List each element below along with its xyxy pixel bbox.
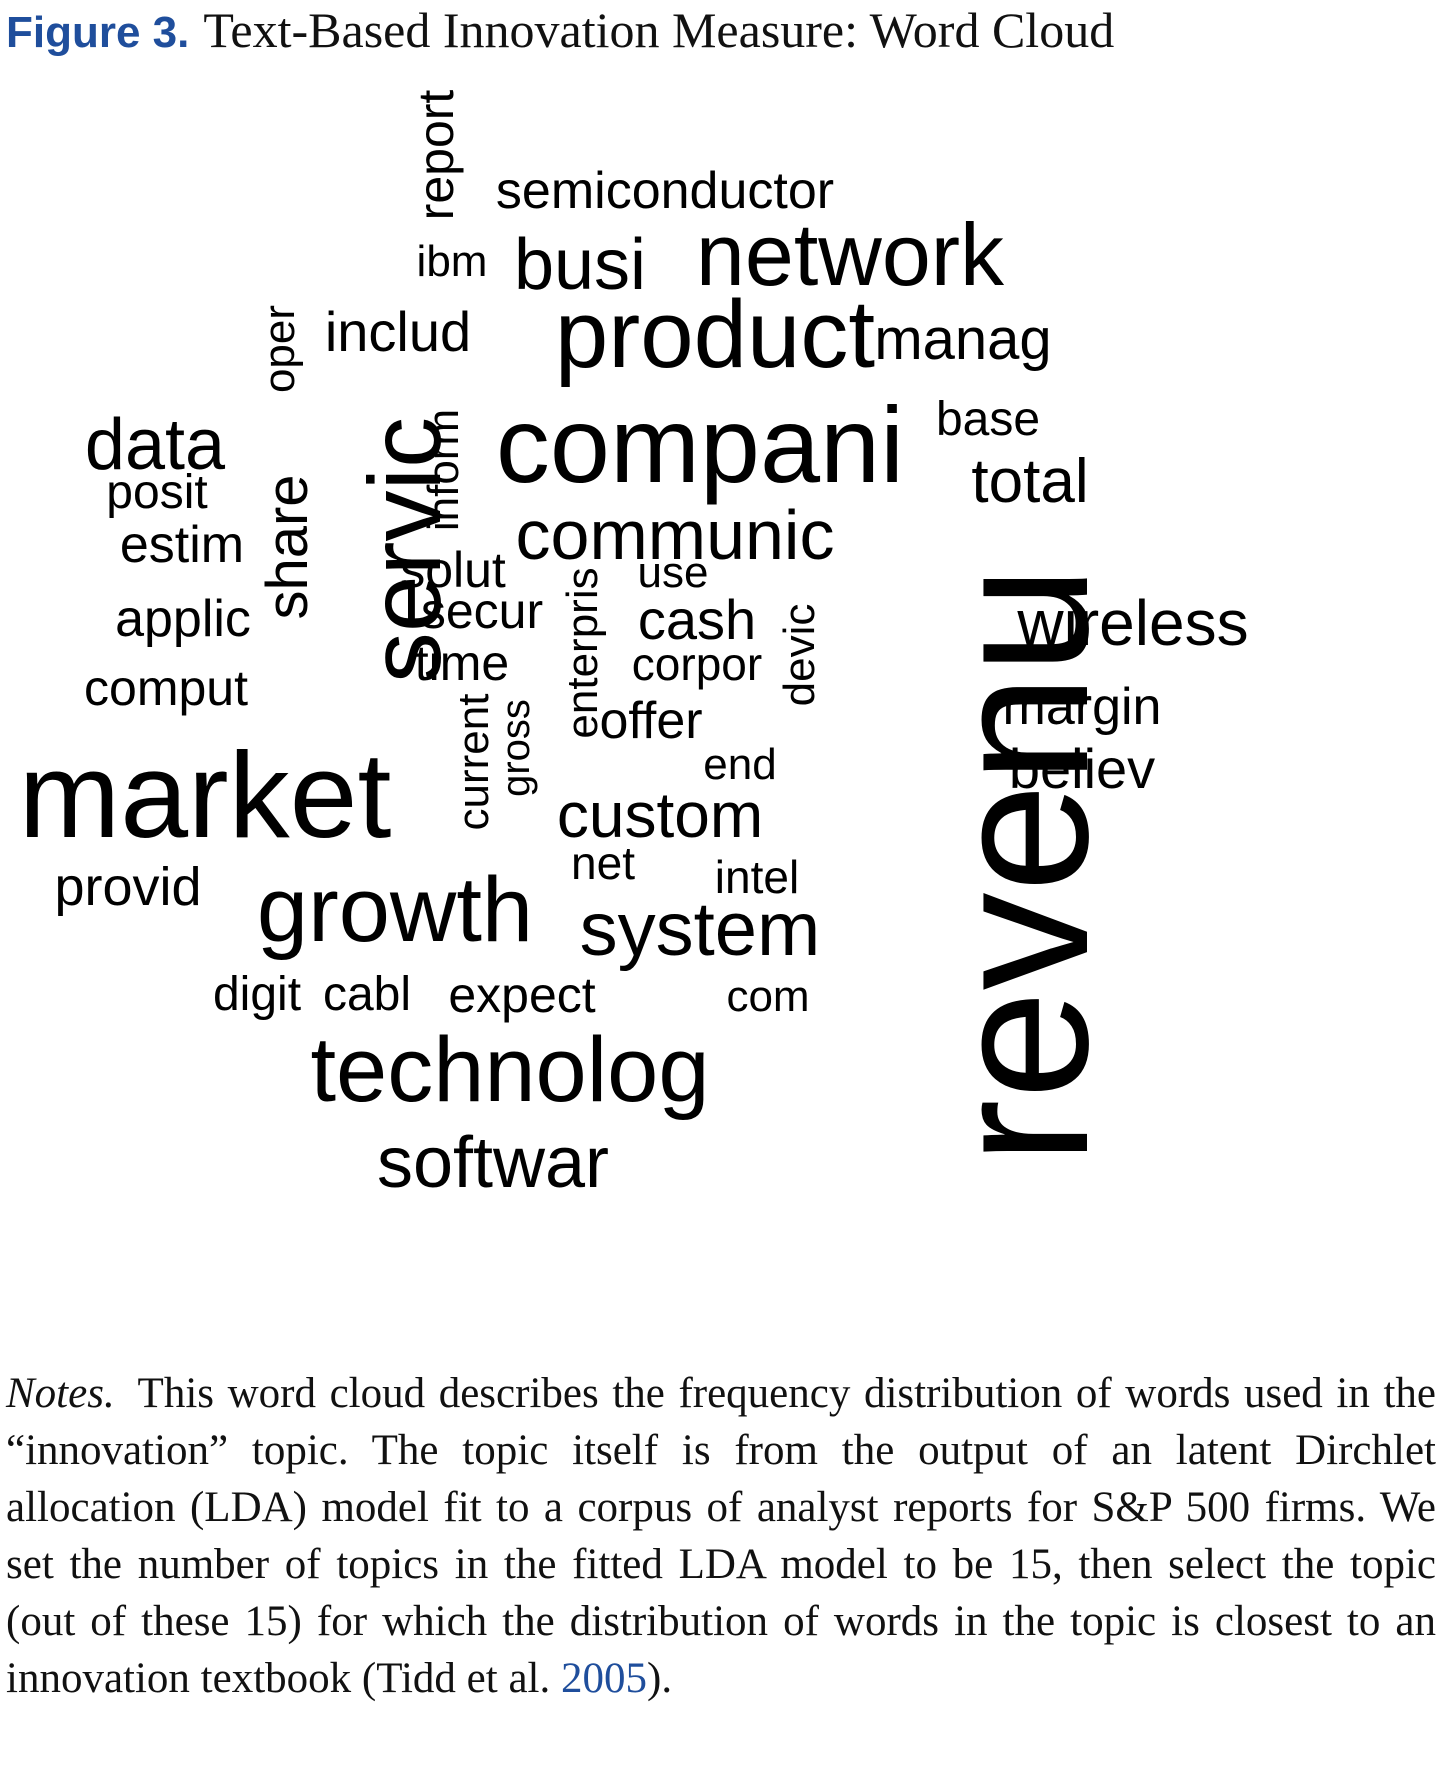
word-communic: communic [515, 496, 835, 574]
word-current: current [449, 693, 498, 831]
figure-title: Figure 3. Text-Based Innovation Measure: … [6, 0, 1114, 60]
word-semiconductor: semiconductor [495, 162, 835, 220]
word-total: total [971, 447, 1089, 516]
notes-end: ). [647, 1655, 673, 1702]
citation-link[interactable]: 2005 [561, 1655, 647, 1702]
word-estim: estim [119, 516, 245, 574]
figure-notes: Notes. This word cloud describes the fre… [6, 1365, 1436, 1707]
word-cash: cash [637, 588, 757, 651]
word-cloud: revenu market compani servic product growth te… [0, 70, 1448, 1340]
word-secur: secur [420, 583, 544, 639]
word-report: report [408, 89, 464, 221]
word-inform: inform [419, 408, 468, 532]
word-system: system [579, 887, 821, 972]
word-net: net [571, 837, 635, 889]
word-cabl: cabl [322, 968, 412, 1021]
word-wireless: wireless [1017, 587, 1249, 659]
word-data: data [84, 405, 226, 485]
word-oper: oper [255, 304, 304, 394]
word-gross: gross [494, 699, 538, 797]
word-compani: compani [495, 384, 905, 505]
word-manag: manag [874, 307, 1052, 372]
word-corpor: corpor [631, 638, 763, 690]
word-believ: believ [1008, 737, 1156, 800]
word-end: end [703, 740, 777, 789]
word-enterpris: enterpris [558, 567, 607, 739]
word-comput: comput [84, 660, 248, 716]
figure-label: Figure 3. [6, 8, 190, 57]
word-share: share [255, 474, 320, 620]
word-com: com [726, 972, 810, 1021]
word-devic: devic [775, 603, 824, 707]
word-digit: digit [212, 968, 302, 1021]
word-market: market [18, 727, 392, 863]
word-technolog: technolog [310, 1019, 710, 1121]
word-intel: intel [714, 851, 800, 903]
word-custom: custom [556, 779, 764, 851]
word-applic: applic [115, 590, 251, 648]
word-network: network [695, 205, 1005, 304]
word-posit: posit [106, 466, 208, 519]
word-provid: provid [54, 857, 202, 917]
word-base: base [935, 393, 1041, 446]
word-margin: margin [1002, 678, 1162, 736]
word-time: time [414, 635, 510, 691]
word-busi: busi [513, 225, 647, 305]
word-ibm: ibm [416, 237, 488, 286]
word-use: use [637, 548, 709, 597]
word-solut: solut [400, 542, 506, 598]
word-growth: growth [256, 859, 534, 961]
word-softwar: softwar [376, 1123, 610, 1203]
figure-caption: Text-Based Innovation Measure: Word Clou… [203, 2, 1115, 58]
word-includ: includ [324, 300, 472, 363]
word-expect: expect [448, 967, 596, 1023]
notes-body: This word cloud describes the frequency … [6, 1370, 1437, 1702]
word-product: product [554, 281, 876, 388]
word-offer: offer [599, 692, 703, 750]
notes-label: Notes. [6, 1370, 115, 1417]
